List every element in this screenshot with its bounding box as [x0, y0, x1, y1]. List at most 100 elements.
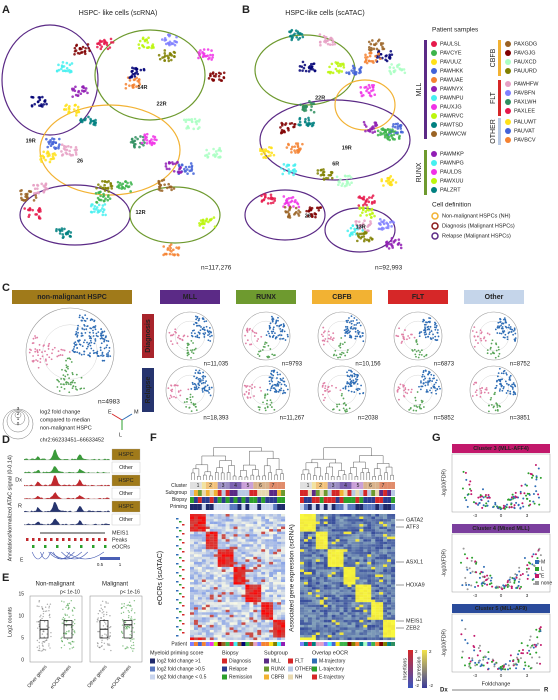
cell — [168, 43, 171, 47]
cell-point — [176, 384, 179, 387]
cell-point — [485, 388, 488, 391]
cell — [331, 40, 335, 44]
cell — [267, 197, 270, 200]
heat-cell — [190, 629, 195, 633]
gene-point — [97, 617, 99, 619]
cell — [381, 127, 385, 130]
cell-point — [198, 336, 201, 339]
heat-cell — [233, 634, 238, 638]
heat-cell — [273, 539, 278, 542]
heat-cell — [237, 551, 242, 555]
cell — [308, 99, 311, 103]
track-label: HSPC — [118, 452, 133, 458]
heat-cell — [249, 521, 254, 525]
cell — [337, 71, 341, 74]
cell-point — [344, 410, 347, 413]
subgroup-cell — [257, 490, 262, 496]
cell-point — [246, 385, 249, 387]
gene-point — [38, 599, 41, 602]
cell — [297, 205, 301, 209]
gene-point — [101, 609, 104, 611]
cell — [215, 152, 219, 156]
link-arc — [48, 551, 75, 560]
heat-cell — [269, 574, 274, 578]
sample-label: PAWNYX — [440, 86, 464, 92]
heat-cell — [245, 546, 250, 550]
heat-cell — [269, 617, 274, 620]
heat-cell — [237, 536, 242, 540]
cell-point — [500, 324, 502, 327]
gene-point — [67, 603, 69, 605]
cell — [96, 211, 100, 214]
heat-cell — [233, 597, 238, 600]
heat-cell — [193, 634, 199, 638]
heat-cell — [245, 627, 250, 631]
cell — [291, 145, 294, 149]
heat-cell — [221, 634, 226, 638]
heat-cell — [253, 599, 258, 603]
heat-cell — [257, 531, 262, 535]
cell-point — [271, 380, 274, 383]
heat-cell — [249, 579, 254, 583]
heat-cell — [217, 539, 222, 542]
cell-point — [421, 373, 424, 376]
cell — [70, 62, 74, 65]
cell-point — [327, 391, 330, 393]
cell — [392, 123, 395, 126]
cell-point — [419, 388, 422, 391]
cell — [282, 195, 286, 198]
heat-cell — [225, 546, 230, 550]
heat-cell — [273, 607, 278, 610]
cell-point — [502, 372, 505, 375]
cell-point — [490, 404, 493, 406]
heat-cell — [273, 632, 278, 636]
cell — [346, 229, 350, 233]
cell-point — [66, 365, 69, 368]
cell-point — [504, 333, 507, 336]
cell — [307, 116, 310, 120]
gene-point — [131, 618, 133, 620]
heat-cell — [205, 617, 210, 620]
priming-cell — [379, 504, 384, 510]
heat-cell — [347, 529, 352, 532]
heat-cell — [253, 564, 258, 568]
cell-point — [263, 396, 266, 399]
heat-cell — [217, 617, 222, 620]
heat-cell — [273, 599, 278, 603]
cell-point — [193, 329, 195, 332]
cell — [24, 195, 27, 198]
heat-cell — [197, 614, 202, 618]
heat-cell — [193, 627, 199, 631]
cell-point — [195, 409, 198, 412]
heat-cell — [197, 566, 202, 570]
cell-point — [251, 387, 253, 390]
cell-point — [107, 340, 110, 343]
cell — [266, 150, 270, 153]
cell — [309, 122, 312, 126]
heat-cell — [217, 554, 222, 557]
heat-cell — [217, 561, 222, 565]
cell — [358, 68, 362, 72]
cell — [89, 210, 93, 214]
heat-cell — [343, 529, 348, 532]
cell-point — [276, 377, 278, 379]
cell-point — [346, 381, 349, 383]
cell — [101, 210, 105, 214]
signal-track — [24, 492, 110, 499]
heat-cell — [265, 574, 270, 578]
heat-cell — [209, 564, 214, 568]
heat-cell — [229, 634, 234, 638]
heat-cell — [269, 536, 274, 540]
heat-cell — [205, 579, 210, 583]
heat-cell — [335, 514, 340, 517]
cell-point — [471, 395, 474, 397]
cell-point — [348, 375, 351, 378]
annotation-title: Annotations — [7, 534, 13, 561]
cell-point — [74, 341, 77, 344]
heat-cell — [190, 549, 195, 552]
cell-point — [208, 333, 211, 335]
priming-cell — [281, 504, 285, 510]
sample-label: PAXGDG — [514, 41, 537, 47]
heat-cell — [225, 637, 230, 641]
cell — [354, 72, 358, 76]
